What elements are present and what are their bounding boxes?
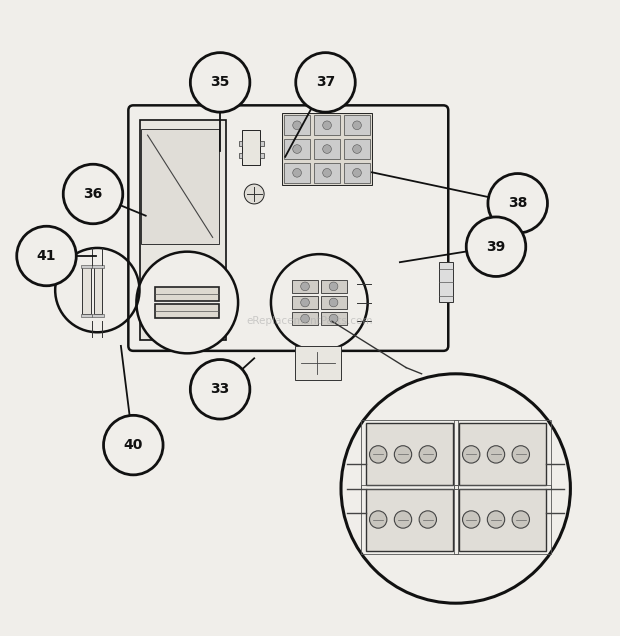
Bar xyxy=(92,314,104,317)
Bar xyxy=(141,129,219,244)
Circle shape xyxy=(104,415,163,475)
Bar xyxy=(282,113,372,184)
Text: 36: 36 xyxy=(83,187,103,201)
Bar xyxy=(314,163,340,183)
Text: 35: 35 xyxy=(210,76,230,90)
Circle shape xyxy=(17,226,76,286)
Circle shape xyxy=(353,121,361,130)
Circle shape xyxy=(329,282,338,291)
Circle shape xyxy=(293,169,301,177)
Bar xyxy=(294,346,341,380)
Bar xyxy=(344,115,370,135)
Bar xyxy=(81,314,92,317)
Circle shape xyxy=(329,298,338,307)
Bar xyxy=(292,312,318,326)
Circle shape xyxy=(463,511,480,528)
Circle shape xyxy=(512,511,529,528)
Bar xyxy=(284,163,310,183)
Circle shape xyxy=(370,511,387,528)
Circle shape xyxy=(419,511,436,528)
Text: 40: 40 xyxy=(123,438,143,452)
Bar xyxy=(454,420,551,488)
FancyBboxPatch shape xyxy=(128,106,448,351)
Bar xyxy=(284,115,310,135)
Bar xyxy=(140,120,226,340)
Circle shape xyxy=(466,217,526,277)
Bar xyxy=(459,424,546,485)
Bar xyxy=(314,115,340,135)
Circle shape xyxy=(136,252,238,354)
Text: eReplacementParts.com: eReplacementParts.com xyxy=(247,316,373,326)
Circle shape xyxy=(341,374,570,603)
Circle shape xyxy=(353,169,361,177)
Bar xyxy=(92,265,104,268)
Bar xyxy=(344,163,370,183)
Bar xyxy=(361,485,458,553)
Bar xyxy=(366,488,453,551)
Circle shape xyxy=(487,446,505,463)
Text: 39: 39 xyxy=(486,240,506,254)
Bar xyxy=(314,139,340,159)
Circle shape xyxy=(271,254,368,351)
Circle shape xyxy=(63,164,123,224)
Bar xyxy=(321,312,347,326)
Bar xyxy=(366,424,453,485)
Bar xyxy=(454,485,551,553)
Circle shape xyxy=(322,121,331,130)
Bar xyxy=(260,153,264,158)
Bar xyxy=(321,296,347,309)
Bar xyxy=(81,265,92,268)
Circle shape xyxy=(301,282,309,291)
Bar xyxy=(439,262,453,303)
Bar xyxy=(82,267,91,314)
Bar xyxy=(292,296,318,309)
Circle shape xyxy=(512,446,529,463)
Bar xyxy=(459,488,546,551)
Bar xyxy=(242,130,260,165)
Circle shape xyxy=(301,298,309,307)
Bar xyxy=(260,141,264,146)
Circle shape xyxy=(293,145,301,153)
Bar xyxy=(344,139,370,159)
Circle shape xyxy=(394,511,412,528)
Circle shape xyxy=(487,511,505,528)
Circle shape xyxy=(301,314,309,323)
Circle shape xyxy=(322,169,331,177)
Bar xyxy=(292,280,318,293)
Bar xyxy=(321,280,347,293)
Text: 41: 41 xyxy=(37,249,56,263)
Circle shape xyxy=(190,359,250,419)
Circle shape xyxy=(329,314,338,323)
Circle shape xyxy=(293,121,301,130)
Circle shape xyxy=(370,446,387,463)
Bar xyxy=(239,141,242,146)
Text: 38: 38 xyxy=(508,197,528,211)
Bar xyxy=(94,267,102,314)
Bar xyxy=(361,420,458,488)
Circle shape xyxy=(322,145,331,153)
Circle shape xyxy=(190,53,250,112)
Bar xyxy=(155,305,219,318)
Bar xyxy=(239,153,242,158)
Circle shape xyxy=(296,53,355,112)
Circle shape xyxy=(419,446,436,463)
Bar xyxy=(155,287,219,301)
Circle shape xyxy=(353,145,361,153)
Circle shape xyxy=(488,174,547,233)
Bar xyxy=(284,139,310,159)
Text: 33: 33 xyxy=(210,382,230,396)
Circle shape xyxy=(463,446,480,463)
Circle shape xyxy=(244,184,264,204)
Circle shape xyxy=(394,446,412,463)
Text: 37: 37 xyxy=(316,76,335,90)
